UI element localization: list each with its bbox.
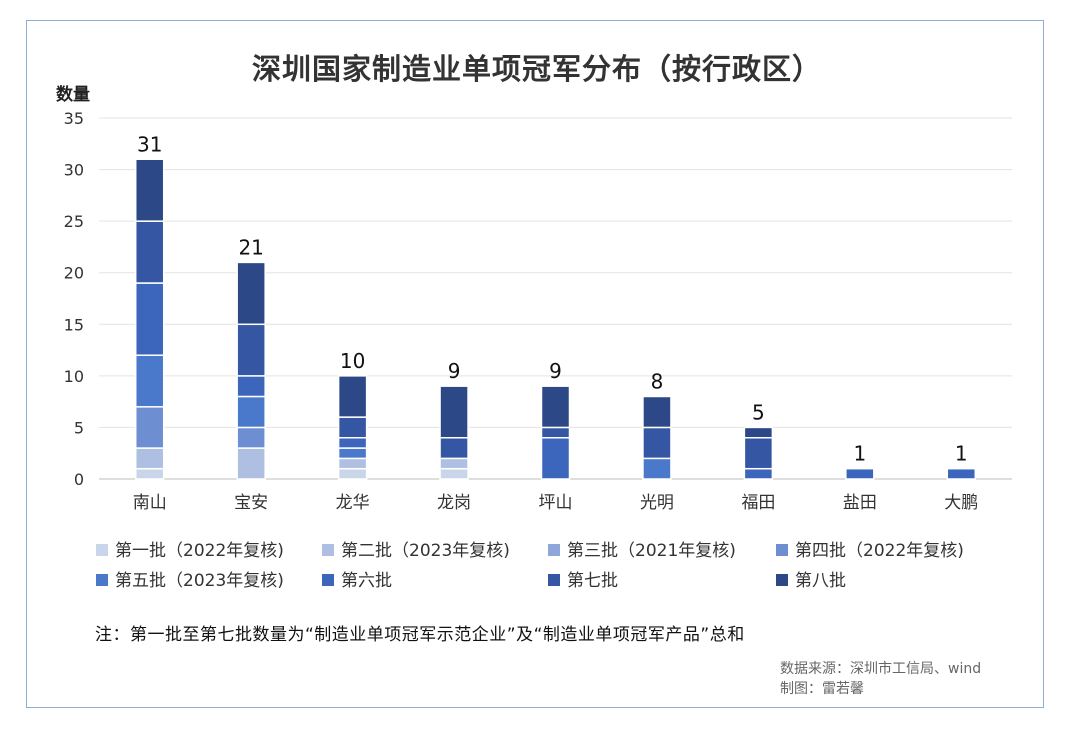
author-line: 制图：雷若馨 bbox=[780, 681, 864, 697]
bar-segment bbox=[134, 406, 165, 449]
bar-segment bbox=[540, 385, 571, 429]
bar-segment bbox=[236, 323, 266, 377]
bar-segment bbox=[337, 375, 368, 418]
y-tick-label: 10 bbox=[64, 367, 84, 386]
legend-item: 第二批（2023年复核) bbox=[322, 536, 510, 561]
data-label: 9 bbox=[448, 359, 461, 383]
bar-segment bbox=[236, 261, 266, 326]
data-label: 21 bbox=[238, 235, 263, 259]
y-tick-label: 25 bbox=[64, 212, 84, 231]
data-label: 10 bbox=[340, 349, 365, 373]
legend-label: 第一批（2022年复核) bbox=[115, 541, 284, 561]
legend-swatch bbox=[548, 574, 560, 586]
bar-segment bbox=[743, 426, 774, 439]
bar-segment bbox=[439, 436, 469, 460]
data-label: 5 bbox=[752, 400, 765, 424]
bar-segment bbox=[540, 436, 571, 480]
legend-label: 第四批（2022年复核) bbox=[795, 541, 964, 561]
bar-segment bbox=[439, 457, 469, 470]
legend-swatch bbox=[96, 574, 108, 586]
x-tick-label: 南山 bbox=[133, 493, 167, 513]
chart-frame bbox=[26, 20, 1044, 708]
legend-label: 第七批 bbox=[567, 571, 618, 591]
y-tick-label: 5 bbox=[74, 418, 84, 437]
x-tick-label: 福田 bbox=[741, 493, 775, 513]
bar-segment bbox=[134, 467, 165, 480]
y-tick-label: 20 bbox=[64, 264, 84, 283]
bar-segment bbox=[134, 354, 165, 408]
legend-swatch bbox=[322, 544, 334, 556]
legend-swatch bbox=[776, 574, 788, 586]
bar-segment bbox=[845, 467, 875, 480]
legend-label: 第二批（2023年复核) bbox=[341, 541, 510, 561]
bar-segment bbox=[642, 457, 672, 480]
footnote: 注：第一批至第七批数量为“制造业单项冠军示范企业”及“制造业单项冠军产品”总和 bbox=[95, 625, 745, 645]
x-tick-label: 坪山 bbox=[539, 493, 573, 513]
bar-segment bbox=[236, 447, 266, 480]
x-tick-label: 光明 bbox=[640, 493, 674, 513]
source-credits: 数据来源：深圳市工信局、wind 制图：雷若馨 bbox=[780, 659, 981, 699]
bar-segment bbox=[337, 457, 368, 470]
x-tick-label: 龙岗 bbox=[437, 493, 471, 513]
bar-segment bbox=[540, 426, 571, 439]
y-tick-label: 15 bbox=[64, 315, 84, 334]
bar-segment bbox=[337, 467, 368, 480]
bar-segment bbox=[236, 426, 266, 449]
bar-segment bbox=[337, 416, 368, 439]
bar-segment bbox=[134, 282, 165, 356]
bar-segment bbox=[134, 158, 165, 222]
legend-item: 第三批（2021年复核) bbox=[548, 536, 736, 561]
data-label: 8 bbox=[651, 369, 664, 393]
x-tick-label: 龙华 bbox=[336, 493, 370, 513]
y-axis-label: 数量 bbox=[56, 85, 90, 105]
legend-item: 第八批 bbox=[776, 566, 846, 591]
bar-segment bbox=[439, 467, 469, 480]
legend-label: 第八批 bbox=[795, 571, 846, 591]
data-label: 1 bbox=[955, 442, 968, 466]
y-tick-label: 30 bbox=[64, 161, 84, 180]
legend-label: 第三批（2021年复核) bbox=[567, 541, 736, 561]
legend-swatch bbox=[96, 544, 108, 556]
y-tick-label: 0 bbox=[74, 470, 84, 489]
data-label: 1 bbox=[853, 442, 866, 466]
bar-segment bbox=[743, 436, 774, 470]
bar-segment bbox=[236, 375, 266, 398]
legend-swatch bbox=[548, 544, 560, 556]
legend-item: 第一批（2022年复核) bbox=[96, 536, 284, 561]
bar-segment bbox=[337, 447, 368, 460]
chart-title: 深圳国家制造业单项冠军分布（按行政区） bbox=[251, 52, 822, 86]
bar-segment bbox=[946, 467, 977, 480]
legend-label: 第五批（2023年复核) bbox=[115, 571, 284, 591]
data-label: 31 bbox=[137, 132, 162, 156]
legend-swatch bbox=[322, 574, 334, 586]
bar-segment bbox=[642, 426, 672, 460]
x-tick-label: 盐田 bbox=[843, 493, 877, 513]
bar-segment bbox=[134, 220, 165, 284]
legend-item: 第四批（2022年复核) bbox=[776, 536, 964, 561]
bar-segment bbox=[236, 395, 266, 429]
bar-segment bbox=[134, 447, 165, 470]
legend-item: 第六批 bbox=[322, 566, 392, 591]
bar-segment bbox=[743, 467, 774, 480]
x-tick-label: 宝安 bbox=[234, 493, 268, 513]
legend-swatch bbox=[776, 544, 788, 556]
legend-item: 第五批（2023年复核) bbox=[96, 566, 284, 591]
bar-segment bbox=[642, 395, 672, 429]
x-tick-label: 大鹏 bbox=[944, 493, 978, 513]
legend-item: 第七批 bbox=[548, 566, 618, 591]
legend-label: 第六批 bbox=[341, 571, 392, 591]
bar-segment bbox=[337, 436, 368, 449]
y-tick-label: 35 bbox=[64, 109, 84, 128]
bar-segment bbox=[439, 385, 469, 439]
source-line: 数据来源：深圳市工信局、wind bbox=[780, 661, 982, 677]
data-label: 9 bbox=[549, 359, 562, 383]
